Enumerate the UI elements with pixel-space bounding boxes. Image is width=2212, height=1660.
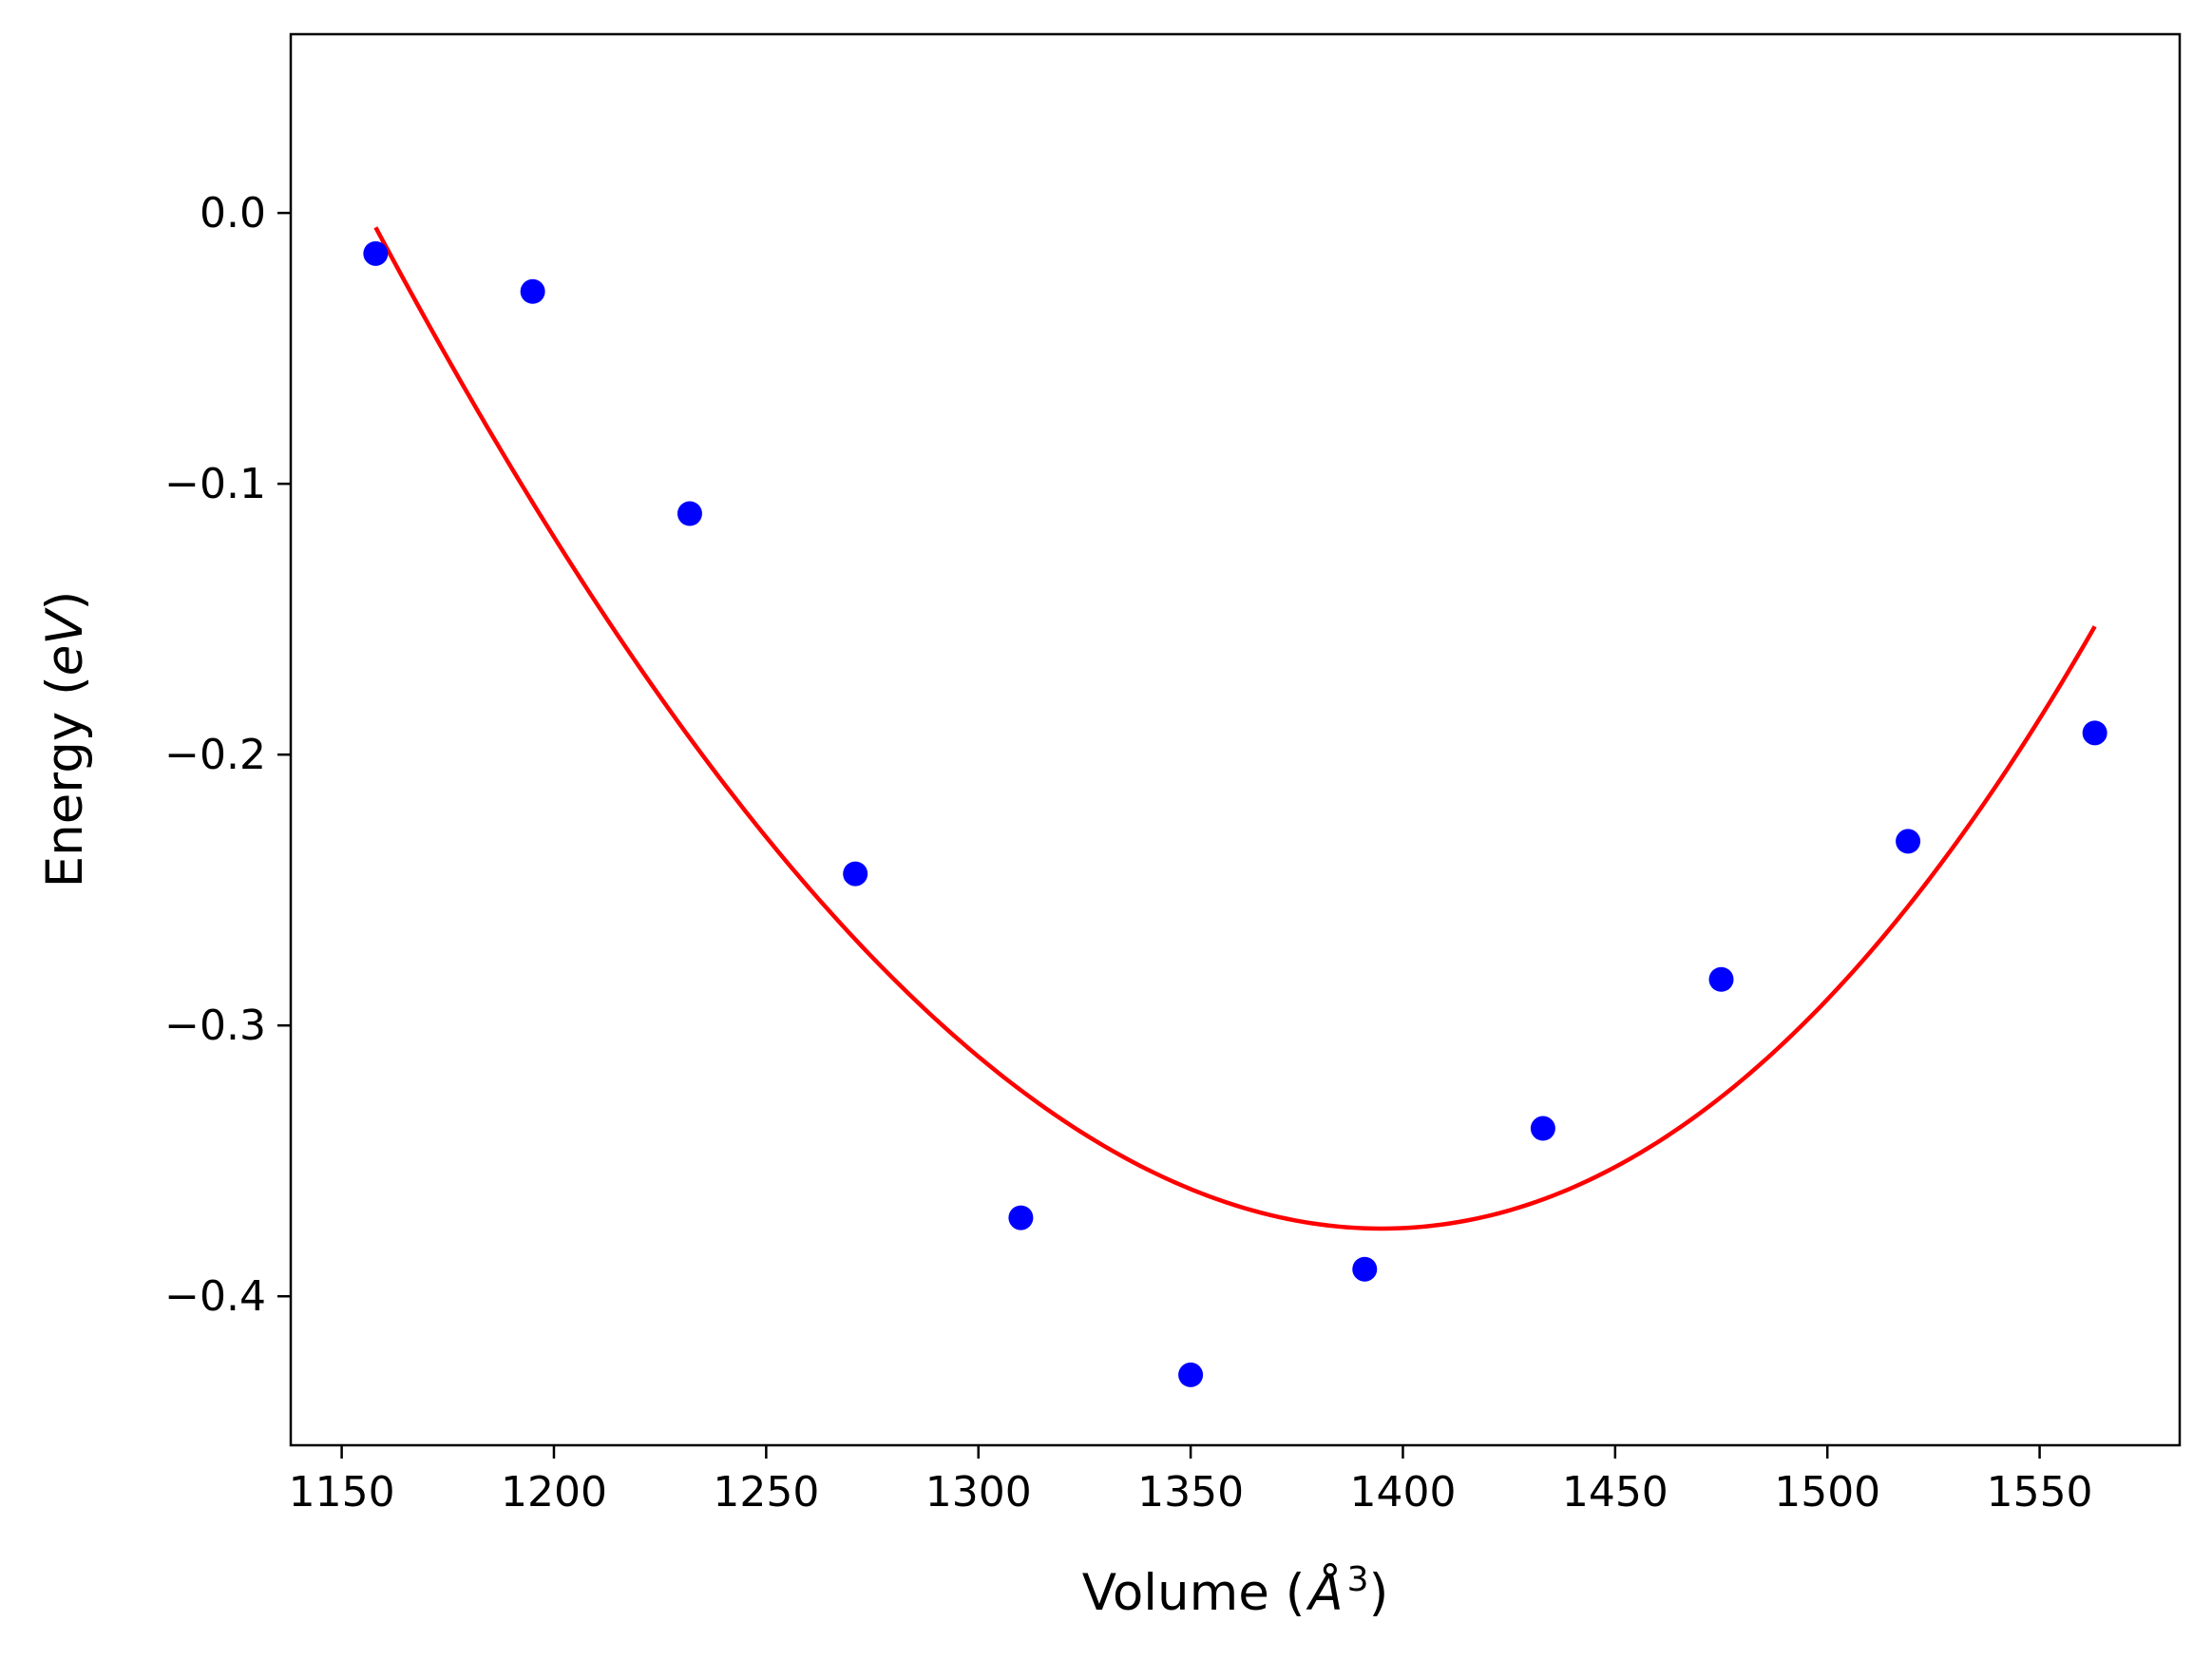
y-tick-label: −0.1	[164, 460, 266, 508]
x-tick-label: 1350	[1137, 1468, 1244, 1517]
data-point	[363, 240, 389, 266]
data-point	[520, 278, 545, 304]
y-axis-label: Energy (eV)	[36, 591, 94, 888]
y-tick-label: 0.0	[200, 189, 266, 238]
y-tick-label: −0.3	[164, 1002, 266, 1050]
x-tick-label: 1550	[1987, 1468, 2093, 1517]
data-point	[1352, 1256, 1378, 1282]
y-axis-ticks: 0.0 −0.1 −0.2 −0.3 −0.4	[164, 189, 291, 1321]
plot-area	[363, 226, 2107, 1387]
x-tick-label: 1300	[925, 1468, 1032, 1517]
y-tick-label: −0.4	[164, 1272, 266, 1321]
data-point	[1530, 1116, 1555, 1141]
x-tick-label: 1450	[1562, 1468, 1669, 1517]
plot-frame	[289, 32, 2182, 1447]
data-point	[1008, 1205, 1034, 1231]
x-tick-label: 1500	[1774, 1468, 1880, 1517]
x-tick-label: 1400	[1349, 1468, 1456, 1517]
data-point	[1708, 966, 1734, 992]
x-tick-label: 1200	[501, 1468, 607, 1517]
fit-curve	[373, 226, 2097, 1231]
data-point	[677, 501, 702, 526]
x-axis-label: Volume (Å 3)	[1082, 1560, 1389, 1623]
data-point	[843, 861, 868, 887]
data-point	[1896, 829, 1921, 854]
x-tick-label: 1150	[289, 1468, 395, 1517]
data-point	[2082, 720, 2107, 746]
x-axis-ticks: 1150 1200 1250 1300 1350 1400 1450 1500 1550	[289, 1445, 2093, 1517]
x-tick-label: 1250	[713, 1468, 819, 1517]
data-point	[1178, 1362, 1204, 1387]
y-tick-label: −0.2	[164, 731, 266, 779]
